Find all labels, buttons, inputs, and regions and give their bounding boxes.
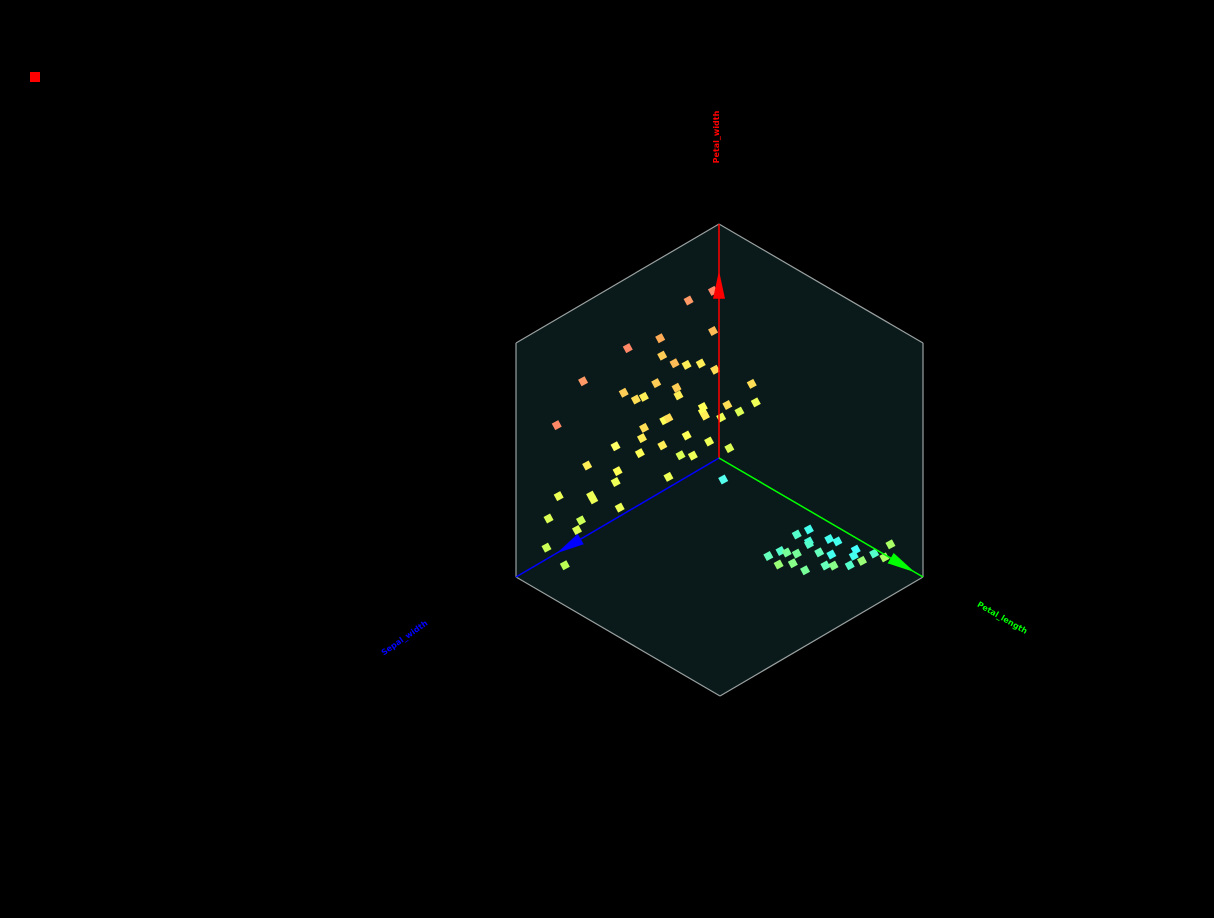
data-point <box>651 378 662 389</box>
data-point <box>588 494 599 505</box>
data-points <box>541 285 896 576</box>
data-point <box>614 502 625 513</box>
data-point <box>750 397 761 408</box>
x-axis-arrowhead <box>887 552 915 573</box>
data-point <box>791 548 802 559</box>
data-point <box>857 555 867 566</box>
data-point <box>787 558 798 569</box>
data-point <box>663 413 674 424</box>
data-point <box>559 560 570 571</box>
data-point <box>543 513 554 524</box>
data-point <box>610 441 621 452</box>
data-point <box>638 391 649 402</box>
data-point <box>655 333 666 344</box>
data-point <box>704 436 715 447</box>
y-axis-label: Sepal_width <box>380 618 430 657</box>
data-point <box>800 565 811 576</box>
box-edge <box>719 576 924 697</box>
data-point <box>828 560 839 571</box>
data-point <box>710 364 721 375</box>
data-point <box>824 534 835 545</box>
data-point <box>541 542 552 553</box>
data-point <box>775 546 786 557</box>
data-point <box>576 515 586 526</box>
box-face-left <box>516 224 719 577</box>
data-point <box>763 550 774 561</box>
data-point <box>781 547 792 558</box>
box-edge <box>718 223 924 344</box>
x-axis-line <box>718 457 924 578</box>
data-point <box>671 382 682 393</box>
data-point <box>618 387 629 398</box>
data-point <box>681 430 692 441</box>
data-point <box>699 410 710 421</box>
y-axis-line <box>515 457 720 578</box>
data-point <box>610 477 621 488</box>
data-point <box>663 471 674 482</box>
box-edge <box>515 576 721 697</box>
data-point <box>673 390 684 401</box>
data-point <box>634 448 645 459</box>
data-point <box>636 433 647 444</box>
data-point <box>722 400 733 411</box>
y-axis-arrowhead <box>556 533 584 554</box>
data-point <box>848 550 859 561</box>
z-axis-arrowhead <box>713 270 725 299</box>
data-point <box>683 295 694 306</box>
data-point <box>582 460 593 471</box>
data-point <box>657 440 668 451</box>
data-point <box>803 539 814 549</box>
axes <box>515 224 924 578</box>
data-point <box>708 326 719 337</box>
x-axis-label: Petal_length <box>976 600 1030 636</box>
data-point <box>734 406 745 417</box>
data-point <box>622 343 633 354</box>
data-point <box>885 539 896 550</box>
data-point <box>630 394 641 405</box>
data-point <box>820 560 831 571</box>
data-point <box>826 549 837 560</box>
data-point <box>724 443 735 454</box>
data-point <box>612 466 623 477</box>
box-edge <box>515 223 720 344</box>
status-indicator <box>30 72 40 82</box>
box-face-right <box>719 224 923 577</box>
data-point <box>773 559 784 570</box>
data-point <box>718 474 729 485</box>
data-point <box>746 378 757 389</box>
data-point <box>687 450 698 461</box>
data-point <box>803 524 814 535</box>
data-point <box>639 422 650 433</box>
data-point <box>553 491 564 502</box>
data-point <box>572 525 582 535</box>
data-point <box>551 420 562 431</box>
data-point <box>669 358 680 369</box>
data-point <box>695 358 706 369</box>
box-edges <box>515 223 924 697</box>
data-point <box>657 350 668 361</box>
data-point <box>675 450 686 461</box>
data-point <box>681 359 692 370</box>
data-point <box>791 529 802 540</box>
data-point <box>832 536 843 547</box>
data-point <box>844 560 855 571</box>
data-point <box>814 547 825 558</box>
data-point <box>578 376 589 387</box>
data-point <box>869 548 880 559</box>
z-axis-label: Petal_width <box>712 110 721 163</box>
data-point <box>879 552 890 563</box>
